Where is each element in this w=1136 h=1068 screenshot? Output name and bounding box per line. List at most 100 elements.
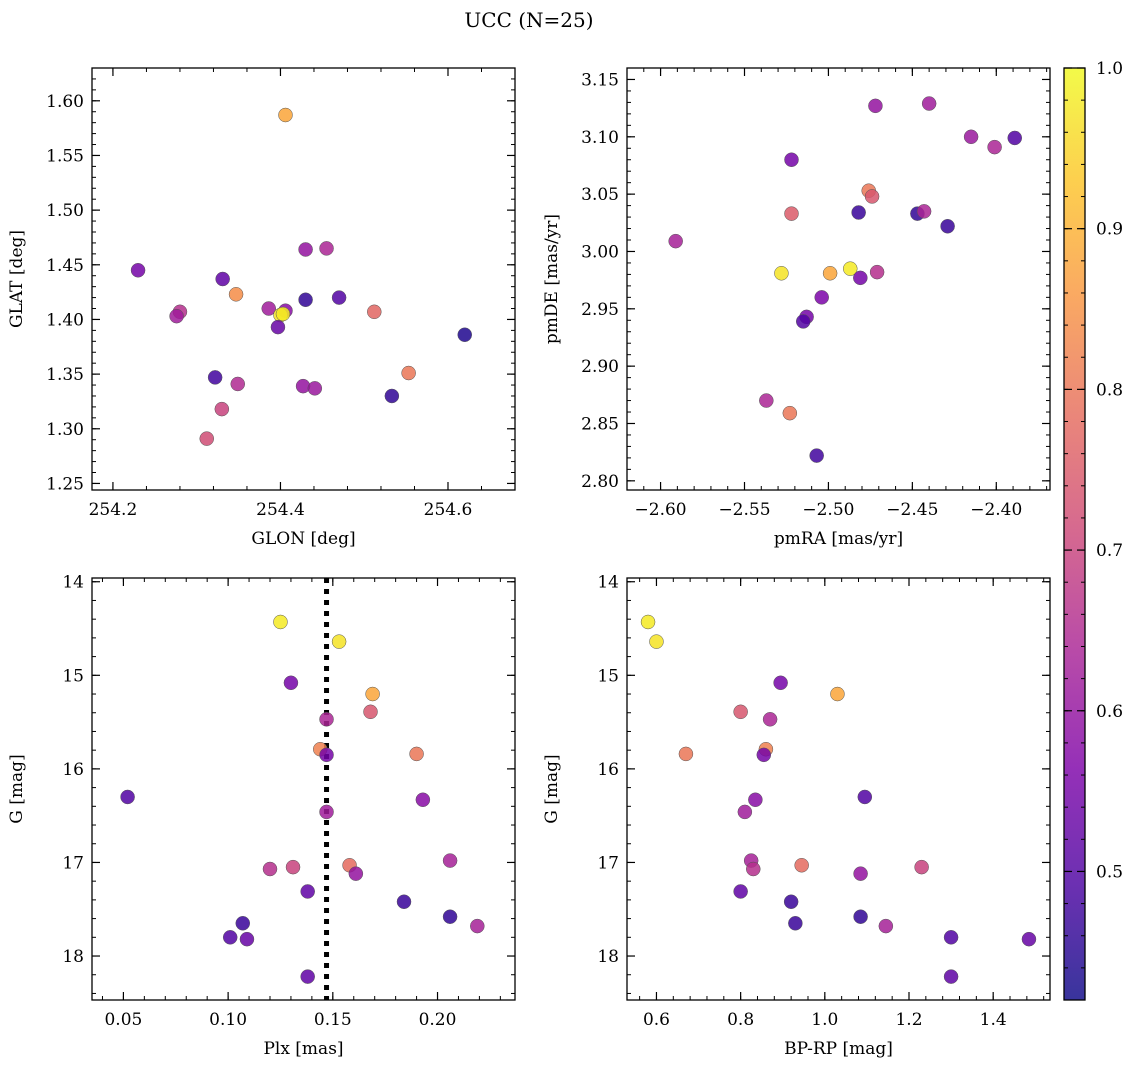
data-point xyxy=(822,266,838,281)
data-point xyxy=(331,634,347,649)
x-tick-label: 254.4 xyxy=(256,500,305,520)
data-point xyxy=(442,909,458,924)
colorbar-gradient xyxy=(1063,67,1086,1001)
y-axis-label: GLAT [deg] xyxy=(7,230,27,328)
x-tick-label: 1.4 xyxy=(980,1010,1007,1030)
data-point xyxy=(262,861,278,877)
x-tick-label: 0.6 xyxy=(643,1010,670,1030)
y-tick-label: 17 xyxy=(597,853,619,873)
y-tick-label: 3.00 xyxy=(581,242,619,262)
data-point xyxy=(442,853,458,868)
data-point xyxy=(235,916,251,931)
y-tick-label: 2.95 xyxy=(581,300,619,320)
data-point xyxy=(851,205,866,220)
data-point xyxy=(774,266,789,281)
data-point xyxy=(319,712,334,727)
data-point xyxy=(868,98,883,114)
y-tick-label: 15 xyxy=(597,666,619,686)
y-tick-label: 14 xyxy=(597,573,619,593)
y-tick-label: 3.05 xyxy=(581,185,619,205)
data-point xyxy=(331,290,347,305)
data-point xyxy=(415,792,431,808)
x-tick-label: 0.05 xyxy=(104,1010,142,1030)
data-point xyxy=(794,858,809,873)
x-axis-label: pmRA [mas/yr] xyxy=(774,529,903,549)
x-tick-label: 1.0 xyxy=(811,1010,838,1030)
data-point xyxy=(678,746,694,762)
data-point xyxy=(300,969,315,984)
y-tick-label: 18 xyxy=(62,947,84,967)
x-tick-label: −2.45 xyxy=(886,500,938,520)
panel-plx-g: 0.05 0.10 0.15 0.20 14 15 16 17 18 Plx [mas] G [ma… xyxy=(7,573,516,1059)
data-point xyxy=(300,884,315,899)
data-point xyxy=(120,789,135,805)
data-point xyxy=(230,376,245,392)
colorbar-tick-label: 0.5 xyxy=(1096,862,1123,882)
data-point xyxy=(869,264,885,280)
x-tick-label: −2.50 xyxy=(802,500,854,520)
data-point xyxy=(1007,130,1022,146)
data-point xyxy=(319,747,334,763)
y-tick-label: 3.15 xyxy=(581,70,619,90)
y-tick-label: 2.80 xyxy=(581,472,619,492)
data-point xyxy=(384,388,400,404)
data-point xyxy=(169,308,184,324)
axes-frame xyxy=(91,67,516,491)
y-tick-label: 1.25 xyxy=(46,474,84,494)
y-tick-label: 16 xyxy=(597,760,619,780)
y-tick-label: 14 xyxy=(62,573,84,593)
data-point xyxy=(853,909,868,924)
data-point xyxy=(782,405,798,421)
data-point xyxy=(270,319,286,335)
x-tick-label: 1.2 xyxy=(895,1010,922,1030)
x-tick-label: 0.10 xyxy=(209,1010,247,1030)
y-tick-label: 18 xyxy=(597,947,619,967)
colorbar-tick-label: 0.8 xyxy=(1096,380,1123,400)
panels: 254.2 254.4 254.6 1.25 1.30 1.35 1.40 1.45 1.50 1… xyxy=(7,67,1051,1059)
data-point xyxy=(784,206,799,221)
data-point xyxy=(401,365,416,381)
data-point xyxy=(756,747,772,763)
data-point xyxy=(470,918,485,934)
colorbar-tick-label: 0.7 xyxy=(1096,541,1123,561)
data-point xyxy=(748,792,763,808)
y-tick-label: 17 xyxy=(62,853,84,873)
data-point xyxy=(298,292,313,308)
y-tick-label: 16 xyxy=(62,760,84,780)
data-point xyxy=(814,290,829,305)
data-point xyxy=(733,884,748,899)
y-tick-label: 1.35 xyxy=(46,365,84,385)
data-point xyxy=(222,930,238,945)
y-tick-label: 1.50 xyxy=(46,201,84,221)
data-point xyxy=(640,614,656,630)
x-tick-label: 0.8 xyxy=(727,1010,754,1030)
y-tick-label: 1.30 xyxy=(46,420,84,440)
data-point xyxy=(843,261,858,276)
data-point xyxy=(319,804,334,820)
axes-frame xyxy=(626,577,1051,1001)
x-tick-label: 254.6 xyxy=(424,500,473,520)
data-point xyxy=(278,107,293,123)
data-point xyxy=(853,270,868,286)
colorbar-tick-label: 1.0 xyxy=(1096,59,1123,79)
data-point xyxy=(733,704,748,720)
y-axis-label: G [mag] xyxy=(7,754,27,823)
data-point xyxy=(809,448,824,463)
data-point xyxy=(319,241,334,256)
colorbar-tick-label: 0.6 xyxy=(1096,702,1123,722)
y-axis-label: G [mag] xyxy=(542,754,562,823)
data-point xyxy=(283,675,299,691)
data-point xyxy=(130,263,146,278)
plot-area xyxy=(92,578,515,1000)
data-point xyxy=(788,916,803,931)
data-point xyxy=(943,969,959,984)
axes-frame xyxy=(91,577,516,1001)
data-point xyxy=(409,746,424,762)
x-axis-label: GLON [deg] xyxy=(251,529,355,549)
y-tick-label: 2.85 xyxy=(581,414,619,434)
data-point xyxy=(853,866,868,881)
data-point xyxy=(773,675,788,691)
data-point xyxy=(864,189,880,204)
data-point xyxy=(649,634,664,649)
y-tick-label: 1.40 xyxy=(46,310,84,330)
